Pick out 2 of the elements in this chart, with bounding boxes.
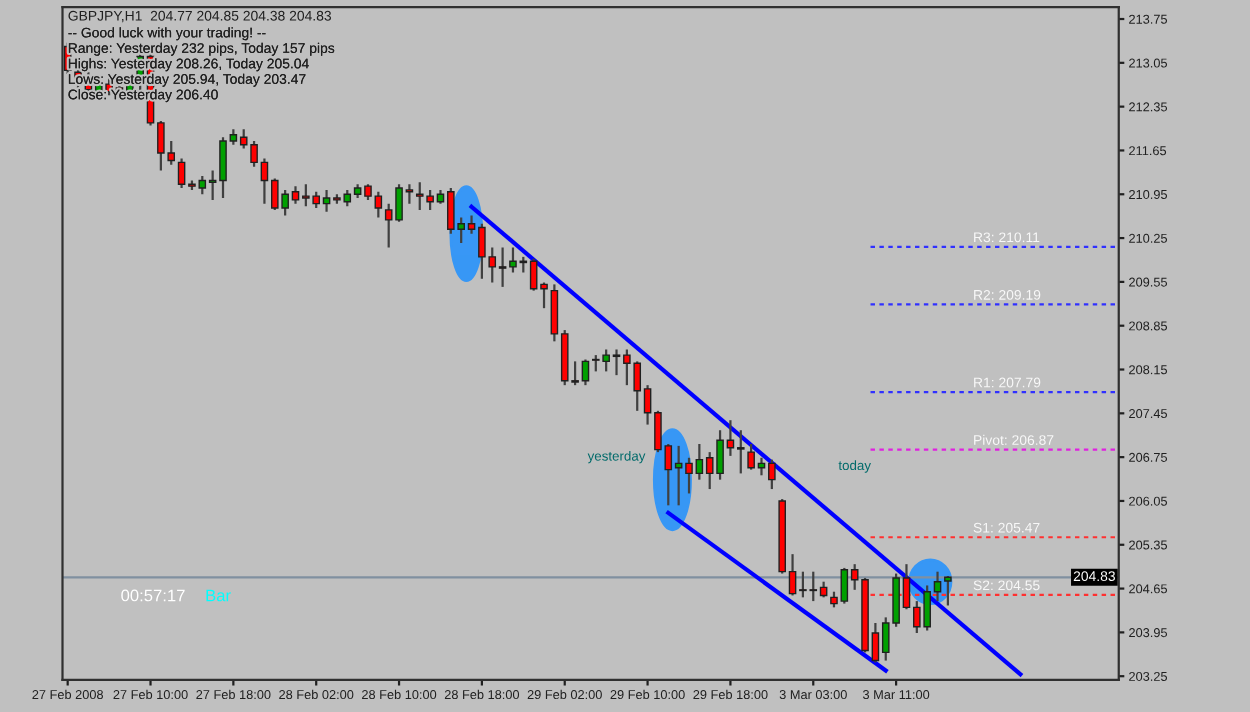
annotation: 00:57:17 xyxy=(121,589,185,602)
annotation: Bar xyxy=(206,589,231,602)
